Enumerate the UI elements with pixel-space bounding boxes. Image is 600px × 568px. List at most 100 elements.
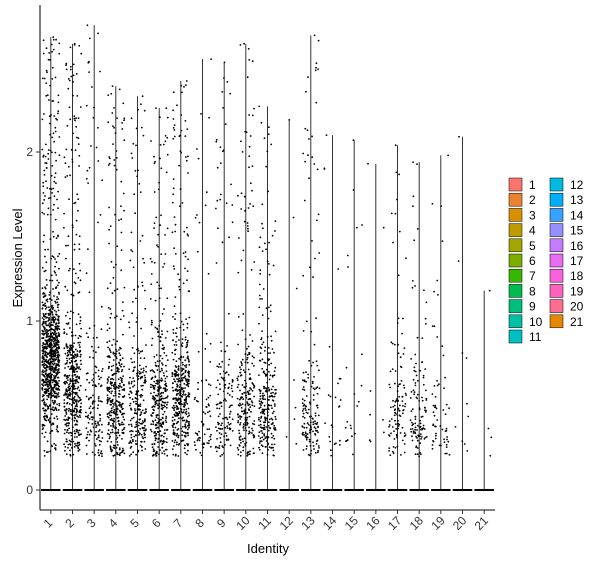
data-point	[317, 431, 319, 434]
data-point	[57, 303, 60, 306]
data-point	[115, 350, 118, 353]
data-point	[259, 426, 262, 428]
data-point	[162, 348, 165, 351]
data-point	[53, 203, 55, 206]
data-point	[57, 363, 60, 366]
data-point	[184, 435, 187, 438]
data-point	[305, 436, 308, 439]
data-point	[399, 404, 401, 407]
data-point	[130, 433, 133, 436]
data-point	[52, 235, 55, 238]
data-point	[123, 395, 126, 397]
data-point	[41, 323, 44, 326]
data-point	[158, 453, 160, 456]
data-point	[184, 251, 187, 253]
data-point	[71, 375, 74, 377]
data-point	[443, 438, 445, 441]
data-point	[49, 196, 52, 199]
data-point	[153, 261, 156, 264]
data-point	[45, 261, 48, 264]
data-point	[51, 399, 54, 402]
data-point	[73, 248, 76, 251]
data-point	[246, 455, 249, 457]
data-point	[109, 414, 111, 417]
data-point	[75, 403, 78, 406]
data-point	[70, 347, 73, 350]
data-point	[270, 417, 273, 420]
data-point	[208, 410, 211, 413]
legend-label: 17	[570, 254, 584, 268]
data-point	[74, 407, 77, 410]
data-point	[218, 445, 221, 447]
data-point	[139, 414, 142, 417]
data-point	[268, 126, 270, 129]
data-point	[46, 383, 49, 386]
data-point	[72, 391, 75, 394]
data-point	[47, 418, 50, 421]
data-point	[41, 373, 44, 376]
data-point	[164, 448, 167, 451]
data-point	[265, 426, 268, 428]
data-point	[182, 282, 185, 285]
legend-item-19: 19	[549, 284, 584, 298]
data-point	[183, 398, 186, 401]
legend-swatch	[549, 284, 564, 298]
data-point	[121, 122, 123, 124]
data-point	[109, 282, 112, 284]
data-point	[180, 379, 182, 382]
data-point	[228, 382, 231, 385]
data-point	[182, 252, 185, 255]
data-point	[50, 444, 53, 447]
data-point	[218, 383, 221, 385]
data-point	[223, 61, 226, 64]
data-point	[307, 76, 309, 78]
data-point	[402, 317, 404, 320]
legend-label: 1	[529, 178, 536, 192]
data-point	[397, 317, 400, 320]
data-point	[72, 453, 75, 456]
data-point	[99, 400, 102, 402]
data-point	[272, 410, 275, 413]
data-point	[152, 450, 155, 453]
data-point	[84, 415, 87, 418]
data-point	[172, 193, 175, 196]
data-point	[317, 68, 319, 70]
data-point	[114, 394, 117, 397]
data-point	[71, 349, 74, 352]
data-point	[95, 424, 98, 427]
data-point	[135, 453, 138, 456]
data-point	[266, 417, 268, 420]
data-point	[265, 435, 268, 438]
data-point	[161, 344, 164, 346]
data-point	[338, 444, 341, 446]
data-point	[55, 428, 58, 431]
data-point	[66, 377, 68, 379]
data-point	[91, 402, 94, 405]
legend-label: 6	[529, 254, 536, 268]
data-point	[54, 126, 57, 129]
data-point	[76, 415, 79, 418]
data-point	[181, 417, 184, 420]
data-point	[43, 424, 46, 427]
data-point	[165, 354, 168, 357]
data-point	[435, 407, 438, 410]
data-point	[163, 346, 165, 349]
data-point	[236, 397, 239, 400]
data-point	[68, 106, 71, 109]
data-point	[220, 341, 222, 344]
data-point	[161, 400, 164, 403]
data-point	[219, 437, 222, 439]
data-point	[184, 365, 186, 367]
data-point	[51, 279, 54, 282]
data-point	[271, 394, 273, 397]
data-point	[181, 361, 184, 364]
data-point	[85, 437, 88, 440]
data-point	[153, 155, 155, 158]
data-point	[145, 365, 148, 368]
data-point	[44, 304, 47, 307]
data-point	[143, 440, 146, 443]
data-point	[44, 255, 46, 258]
data-point	[258, 417, 260, 419]
data-point	[179, 312, 182, 315]
data-point	[221, 428, 224, 430]
